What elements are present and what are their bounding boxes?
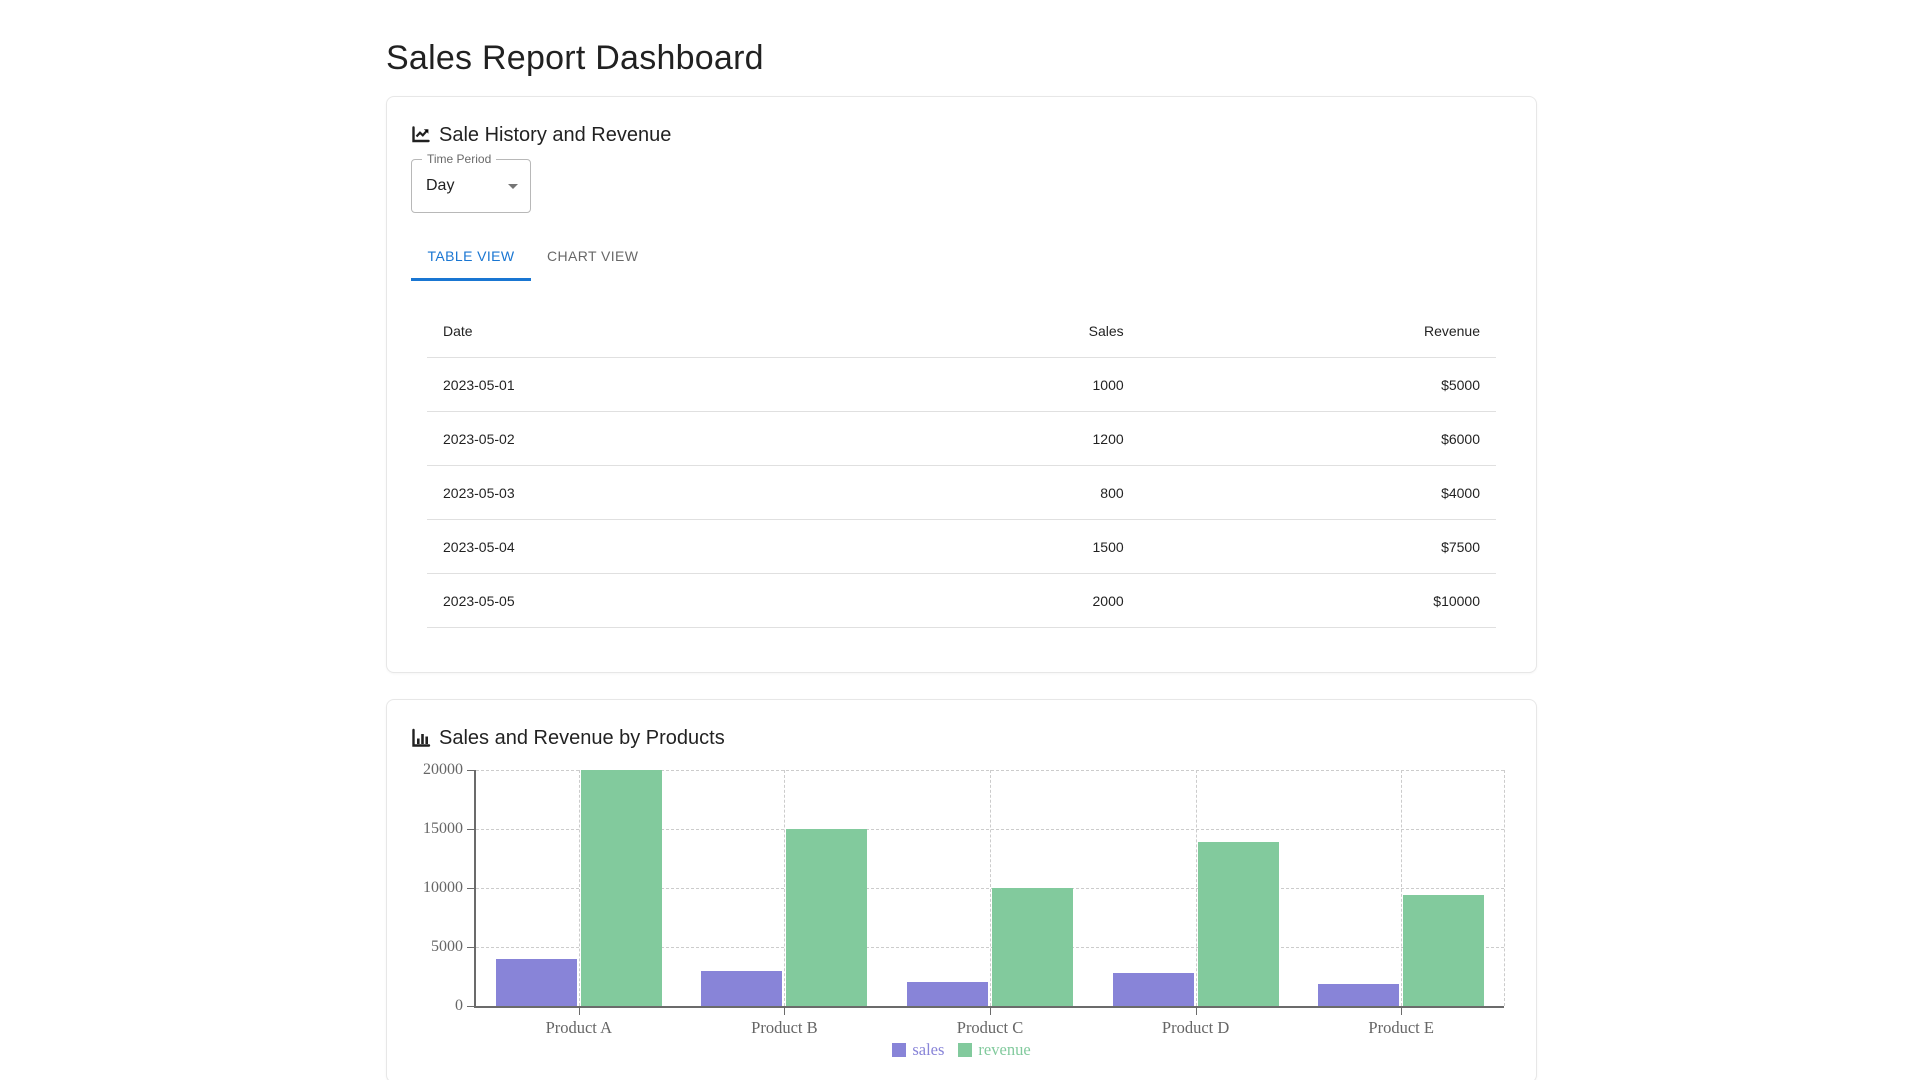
x-gridline (1401, 770, 1403, 1006)
products-heading: Sales and Revenue by Products (411, 724, 1512, 752)
revenue-bar (1403, 894, 1485, 1006)
revenue-bar (580, 770, 662, 1006)
legend-item-sales: sales (892, 1040, 944, 1060)
cell-sales: 800 (783, 465, 1140, 520)
tab-chart-view[interactable]: CHART VIEW (547, 247, 639, 264)
x-gridline (1195, 770, 1197, 1006)
legend-swatch-icon (892, 1043, 907, 1057)
y-axis-tick-label: 0 (455, 997, 463, 1014)
y-axis-tick-label: 15000 (423, 820, 463, 837)
page-title: Sales Report Dashboard (386, 39, 764, 77)
legend-label: sales (912, 1040, 945, 1059)
cell-revenue: $7500 (1139, 519, 1496, 574)
chevron-down-icon (508, 184, 518, 189)
legend-item-revenue: revenue (958, 1040, 1031, 1060)
y-axis-tick-label: 10000 (423, 879, 463, 896)
time-period-select[interactable]: Time Period Day (411, 152, 531, 213)
legend-label: revenue (978, 1040, 1031, 1059)
x-axis-category-label: Product B (751, 1018, 818, 1037)
products-title: Sales and Revenue by Products (439, 727, 725, 749)
y-tick-mark (467, 887, 474, 889)
chart-plot-area: 0 5000 10000 15000 20000 Product A Product B Pr… (423, 761, 1505, 1037)
sales-bar (1112, 973, 1194, 1006)
cell-revenue: $10000 (1139, 573, 1496, 628)
chart-line-icon (412, 126, 430, 143)
y-axis-tick-label: 5000 (431, 938, 463, 955)
table-row: 2023-05-03 800 $4000 (427, 465, 1496, 520)
cell-sales: 1500 (783, 519, 1140, 574)
time-period-value: Day (426, 177, 455, 194)
tab-table-view[interactable]: TABLE VIEW (411, 233, 531, 281)
x-axis-category-label: Product D (1161, 1018, 1230, 1037)
y-tick-mark (467, 769, 474, 771)
revenue-bar (991, 888, 1073, 1006)
column-header-date: Date (427, 305, 784, 358)
revenue-bar (1197, 841, 1279, 1006)
x-gridline (784, 770, 786, 1006)
x-tick-mark (990, 1008, 991, 1015)
sales-bar (906, 982, 988, 1006)
y-tick-mark (467, 828, 474, 830)
column-header-revenue: Revenue (1139, 305, 1496, 358)
cell-revenue: $5000 (1139, 357, 1496, 412)
table-row: 2023-05-05 2000 $10000 (427, 573, 1496, 628)
table-row: 2023-05-01 1000 $5000 (427, 357, 1496, 412)
time-period-label: Time Period (422, 152, 497, 166)
cell-date: 2023-05-04 (427, 519, 784, 574)
sales-bar (1318, 983, 1400, 1006)
y-tick-mark (467, 946, 474, 948)
bar-group (1093, 770, 1299, 1006)
y-axis-tick-label: 20000 (423, 761, 463, 778)
table-row: 2023-05-02 1200 $6000 (427, 411, 1496, 466)
products-bar-chart: 0 5000 10000 15000 20000 Product A Product B Pr… (411, 761, 1512, 1059)
bar-group (476, 770, 682, 1006)
x-tick-mark (1195, 1008, 1197, 1015)
cell-revenue: $4000 (1139, 465, 1496, 520)
column-header-sales: Sales (783, 305, 1140, 358)
cell-revenue: $6000 (1139, 411, 1496, 466)
cell-sales: 1000 (783, 357, 1140, 412)
page-container: Sales Report Dashboard Sale History and … (386, 41, 1537, 1080)
bar-group (887, 770, 1093, 1006)
cell-date: 2023-05-02 (427, 411, 784, 466)
x-tick-mark (1401, 1008, 1403, 1015)
x-tick-mark (578, 1008, 580, 1015)
x-axis-category-label: Product C (956, 1018, 1024, 1037)
chart-legend: sales revenue (411, 1040, 1512, 1060)
bar-group (1298, 770, 1504, 1006)
x-tick-mark (784, 1008, 786, 1015)
cell-date: 2023-05-01 (427, 357, 784, 412)
view-tabs: TABLE VIEW CHART VIEW (411, 233, 1512, 281)
sales-bar (701, 970, 783, 1006)
table-header-row: Date Sales Revenue (427, 305, 1496, 358)
chart-column-icon (412, 728, 431, 747)
y-tick-mark (467, 1005, 474, 1007)
revenue-bar (786, 829, 868, 1006)
x-gridline (990, 770, 991, 1006)
sales-history-table: Date Sales Revenue 2023-05-01 1000 $5000… (427, 305, 1496, 628)
bar-group (682, 770, 888, 1006)
table-row: 2023-05-04 1500 $7500 (427, 519, 1496, 574)
x-axis-category-label: Product E (1368, 1018, 1434, 1037)
sale-history-heading: Sale History and Revenue (411, 121, 1512, 149)
cell-date: 2023-05-03 (427, 465, 784, 520)
x-axis-category-label: Product A (545, 1018, 613, 1037)
legend-swatch-icon (958, 1043, 973, 1057)
sale-history-card: Sale History and Revenue Time Period Day… (386, 96, 1537, 673)
x-gridline (578, 770, 580, 1006)
x-gridline (1504, 770, 1505, 1006)
sales-bar (495, 958, 577, 1006)
cell-date: 2023-05-05 (427, 573, 784, 628)
sale-history-title: Sale History and Revenue (439, 124, 672, 146)
cell-sales: 1200 (783, 411, 1140, 466)
products-card: Sales and Revenue by Products 0 5000 10000… (386, 699, 1537, 1080)
cell-sales: 2000 (783, 573, 1140, 628)
